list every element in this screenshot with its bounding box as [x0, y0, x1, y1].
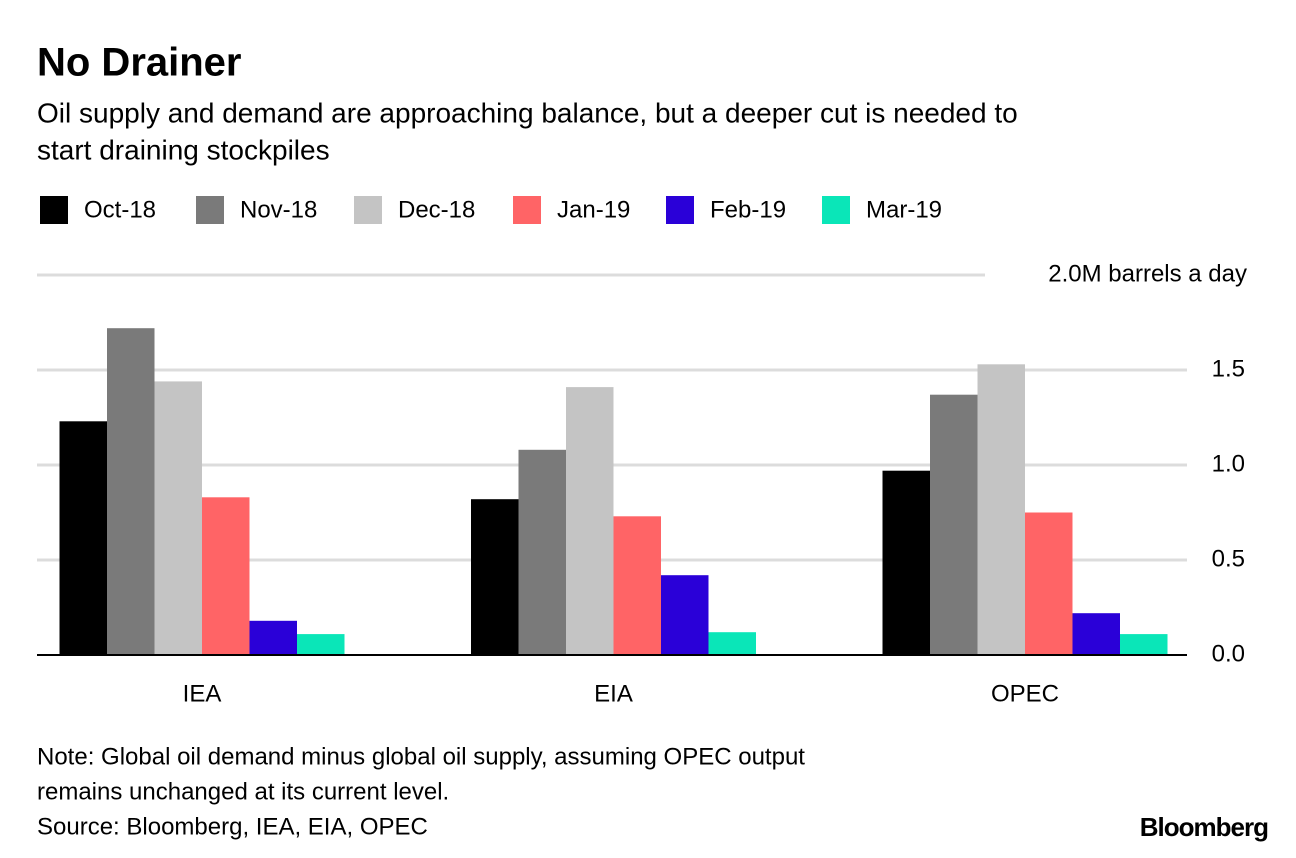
bar	[566, 387, 614, 655]
source: Source: Bloomberg, IEA, EIA, OPEC	[37, 813, 428, 840]
chart-subtitle: Oil supply and demand are approaching ba…	[37, 97, 1018, 128]
bar	[1025, 512, 1073, 655]
bar	[1120, 634, 1168, 655]
note: Note: Global oil demand minus global oil…	[37, 743, 805, 770]
y-tick-label: 0.5	[1212, 545, 1245, 572]
bar	[202, 497, 250, 655]
bar	[471, 499, 519, 655]
bar	[882, 470, 930, 655]
bar	[977, 364, 1025, 655]
bar	[107, 328, 155, 655]
x-tick-label: IEA	[183, 680, 222, 707]
bar	[613, 516, 661, 655]
bar	[518, 449, 566, 655]
legend-label: Oct-18	[84, 196, 156, 223]
legend-swatch	[822, 196, 850, 224]
y-tick-label: 2.0M barrels a day	[1048, 260, 1247, 287]
legend-swatch	[666, 196, 694, 224]
bar	[59, 421, 107, 655]
legend-swatch	[354, 196, 382, 224]
legend-label: Nov-18	[240, 196, 317, 223]
note: remains unchanged at its current level.	[37, 778, 449, 805]
legend-label: Jan-19	[557, 196, 630, 223]
legend-swatch	[513, 196, 541, 224]
brand-logo: Bloomberg	[1140, 812, 1268, 842]
legend-label: Feb-19	[710, 196, 786, 223]
x-tick-label: EIA	[594, 680, 633, 707]
bar	[930, 394, 978, 655]
legend-label: Dec-18	[398, 196, 475, 223]
bar	[661, 575, 709, 655]
bar	[249, 620, 297, 655]
legend-label: Mar-19	[866, 196, 942, 223]
bar	[154, 381, 202, 655]
bar	[708, 632, 756, 655]
x-tick-label: OPEC	[991, 680, 1059, 707]
y-tick-label: 1.0	[1212, 450, 1245, 477]
legend-swatch	[40, 196, 68, 224]
bar	[297, 634, 345, 655]
bar	[1072, 613, 1120, 655]
chart-subtitle: start draining stockpiles	[37, 134, 330, 165]
y-tick-label: 1.5	[1212, 355, 1245, 382]
y-tick-label: 0.0	[1212, 640, 1245, 667]
legend-swatch	[196, 196, 224, 224]
chart-title: No Drainer	[37, 41, 242, 85]
